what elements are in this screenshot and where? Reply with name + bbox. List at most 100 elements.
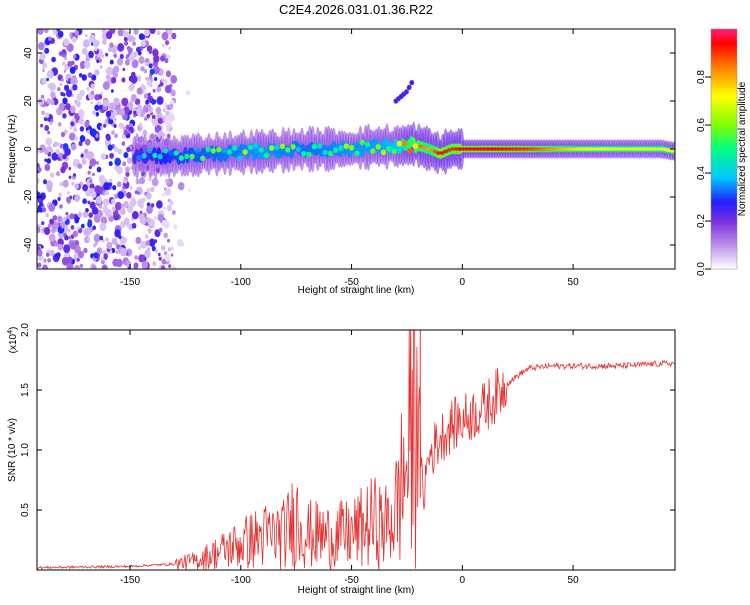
noise-blob [75, 240, 79, 246]
noise-blob [72, 54, 77, 59]
noise-blob [168, 264, 172, 268]
noise-blob [53, 141, 58, 148]
ridge-core [322, 149, 328, 156]
noise-blob [151, 177, 159, 187]
noise-blob [127, 205, 133, 213]
noise-blob [117, 43, 125, 52]
noise-blob [55, 148, 61, 155]
ridge-core [386, 146, 392, 152]
noise-blob [70, 121, 75, 127]
ridge-core [592, 147, 597, 151]
noise-blob [115, 250, 119, 254]
ridge-core [439, 151, 445, 155]
ridge-core [648, 147, 654, 151]
spectrogram-x-label: Height of straight line (km) [298, 285, 415, 296]
noise-blob [139, 216, 147, 225]
noise-blob [93, 252, 99, 259]
noise-blob [58, 103, 65, 111]
noise-blob [57, 197, 61, 201]
noise-blob [160, 55, 165, 62]
noise-blob [48, 203, 56, 212]
noise-blob [152, 118, 158, 127]
noise-blob [67, 191, 70, 195]
ridge-core [412, 143, 418, 149]
noise-blob [155, 106, 162, 114]
noise-blob [117, 148, 123, 155]
ridge-core [216, 146, 222, 153]
snr-x-tick-label: 0 [460, 575, 466, 586]
noise-blob [65, 103, 71, 111]
noise-blob [49, 172, 55, 178]
noise-blob [135, 108, 142, 116]
noise-blob [170, 253, 174, 257]
noise-blob [146, 188, 151, 193]
noise-blob [57, 121, 62, 127]
noise-blob [39, 202, 43, 207]
noise-blob [154, 216, 157, 220]
noise-blob [100, 125, 104, 130]
ridge-core [514, 147, 519, 151]
colorbar-tick-label: 0.8 [696, 70, 707, 84]
noise-blob [70, 225, 75, 230]
noise-blob [57, 30, 64, 38]
noise-blob [84, 227, 92, 237]
noise-blob [122, 161, 127, 167]
ridge-core [510, 147, 515, 151]
ridge-core [578, 147, 583, 151]
noise-blob [171, 32, 177, 40]
noise-blob [69, 241, 77, 250]
noise-blob [61, 49, 67, 55]
noise-blob [37, 226, 41, 234]
ridge-core [168, 150, 174, 156]
noise-blob [74, 194, 81, 202]
noise-blob [79, 135, 86, 143]
noise-blob [148, 49, 153, 55]
ridge-core [638, 147, 643, 151]
noise-blob [98, 174, 106, 184]
noise-blob [91, 265, 97, 269]
chart-title: C2E4.2026.031.01.36.R22 [279, 2, 433, 17]
noise-blob [109, 59, 114, 65]
noise-blob [138, 56, 145, 64]
noise-blob [90, 90, 95, 95]
noise-blob [168, 46, 172, 50]
noise-blob [89, 179, 92, 183]
ridge-core [274, 144, 280, 151]
x-tick-label: -100 [231, 277, 251, 288]
ridge-core [295, 146, 301, 153]
noise-blob [68, 175, 72, 179]
noise-blob [156, 96, 164, 105]
noise-blob [167, 247, 171, 252]
noise-blob [99, 58, 103, 63]
snr-y-tick-label: 2.0 [20, 323, 31, 337]
ridge-core [546, 147, 551, 151]
noise-blob [46, 77, 49, 82]
snr-exponent-label: (x104) [7, 327, 19, 354]
noise-blob [164, 57, 169, 64]
noise-blob [116, 181, 122, 188]
noise-blob [133, 262, 139, 269]
noise-blob [113, 97, 120, 106]
noise-blob [111, 206, 116, 212]
noise-blob [60, 221, 66, 229]
noise-blob [152, 88, 156, 93]
ridge-core [333, 147, 339, 153]
branch-mark [404, 89, 409, 95]
noise-blob [78, 117, 85, 125]
x-tick-label: 0 [460, 277, 466, 288]
noise-blob [121, 133, 126, 139]
noise-blob [71, 60, 75, 66]
noise-blob [124, 40, 129, 46]
noise-blob [106, 31, 113, 40]
noise-blob [82, 198, 87, 204]
noise-blob [153, 65, 160, 75]
ridge-core [496, 147, 501, 151]
noise-blob [120, 208, 126, 216]
noise-blob [101, 29, 107, 34]
noise-blob [158, 227, 163, 233]
noise-blob [57, 142, 61, 147]
noise-blob [62, 179, 69, 188]
noise-blob [96, 59, 100, 64]
noise-blob [117, 29, 124, 37]
